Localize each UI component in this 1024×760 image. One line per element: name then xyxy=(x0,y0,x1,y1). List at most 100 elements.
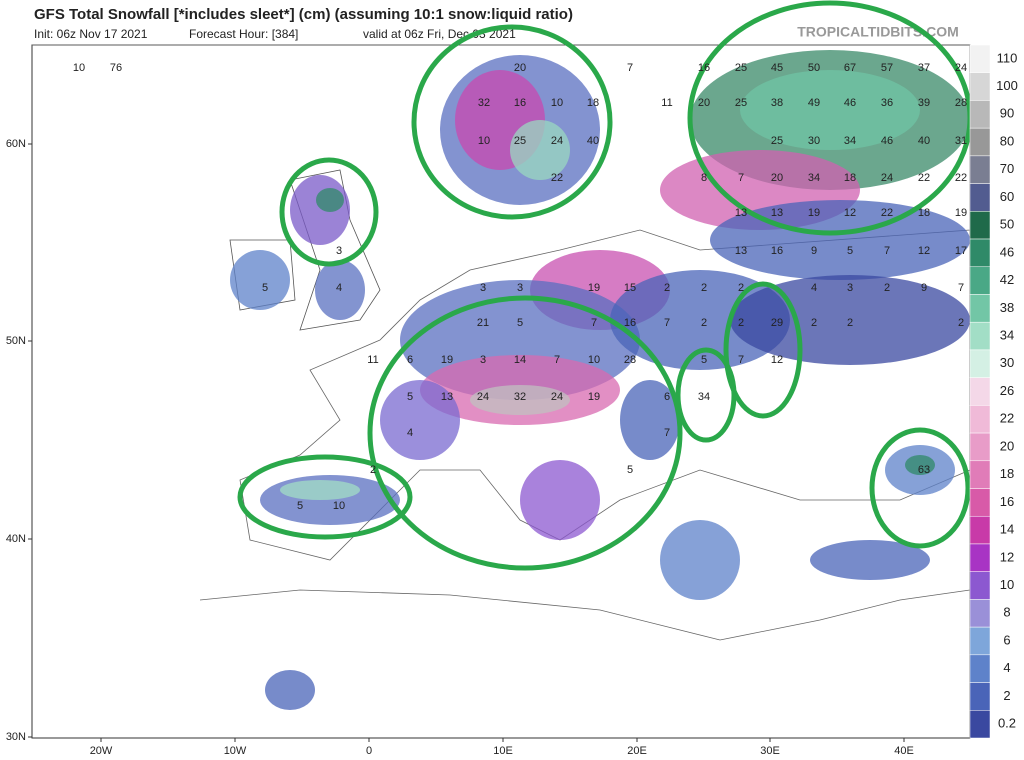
map-value: 3 xyxy=(336,245,342,257)
map-value: 24 xyxy=(955,62,967,74)
map-value: 6 xyxy=(407,354,413,366)
map-value: 8 xyxy=(701,172,707,184)
map-value: 14 xyxy=(514,354,526,366)
map-value: 2 xyxy=(847,317,853,329)
circle xyxy=(279,157,379,267)
colorbar-swatch xyxy=(969,682,991,711)
colorbar-swatch xyxy=(969,183,991,212)
map-value: 9 xyxy=(921,282,927,294)
map-value: 34 xyxy=(698,391,710,403)
map-value: 49 xyxy=(808,97,820,109)
map-value: 4 xyxy=(811,282,817,294)
map-value: 7 xyxy=(738,172,744,184)
map-value: 5 xyxy=(262,282,268,294)
map-value: 38 xyxy=(771,97,783,109)
title: GFS Total Snowfall [*includes sleet*] (c… xyxy=(34,6,573,23)
colorbar-label: 4 xyxy=(1003,660,1010,675)
map-value: 24 xyxy=(551,391,563,403)
lon-label: 20E xyxy=(627,745,647,757)
colorbar-swatch xyxy=(969,599,991,628)
map-value: 16 xyxy=(514,97,526,109)
colorbar-swatch xyxy=(969,211,991,240)
map-value: 10 xyxy=(333,500,345,512)
colorbar-swatch xyxy=(969,266,991,295)
map-value: 16 xyxy=(624,317,636,329)
map-value: 2 xyxy=(701,282,707,294)
map-value: 19 xyxy=(588,391,600,403)
map-value: 16 xyxy=(771,245,783,257)
map-value: 19 xyxy=(808,207,820,219)
colorbar-label: 22 xyxy=(1000,411,1014,426)
map-value: 24 xyxy=(881,172,893,184)
map-value: 4 xyxy=(336,282,342,294)
map-value: 2 xyxy=(738,282,744,294)
colorbar-swatch xyxy=(969,44,991,73)
map-value: 28 xyxy=(955,97,967,109)
colorbar-swatch xyxy=(969,432,991,462)
map-value: 18 xyxy=(918,207,930,219)
map-value: 10 xyxy=(551,97,563,109)
axes: 20W 10W 0 10E 20E 30E 40E 60N 50N 40N 30N xyxy=(6,138,914,757)
snow-area xyxy=(620,380,680,460)
colorbar-swatch xyxy=(969,515,991,545)
map-value: 3 xyxy=(480,354,486,366)
map-value: 19 xyxy=(588,282,600,294)
map-value: 2 xyxy=(738,317,744,329)
map-value: 12 xyxy=(771,354,783,366)
snow-area xyxy=(290,175,350,245)
map-value: 13 xyxy=(735,245,747,257)
map-value: 11 xyxy=(367,354,378,366)
map-value: 19 xyxy=(955,207,967,219)
snow-area xyxy=(660,520,740,600)
map-value: 34 xyxy=(844,135,856,147)
lon-label: 0 xyxy=(366,745,372,757)
colorbar-label: 18 xyxy=(1000,466,1014,481)
map-value: 63 xyxy=(918,464,930,476)
map-value: 13 xyxy=(735,207,747,219)
snow-area xyxy=(740,70,920,150)
colorbar-label: 80 xyxy=(1000,133,1014,148)
colorbar-label: 90 xyxy=(1000,106,1014,121)
map-value: 4 xyxy=(407,427,413,439)
map-value: 30 xyxy=(808,135,820,147)
lat-label: 30N xyxy=(6,731,26,743)
map-value: 10 xyxy=(73,62,85,74)
map-value: 36 xyxy=(881,97,893,109)
annotations xyxy=(237,0,973,571)
map-value: 22 xyxy=(551,172,563,184)
lon-label: 10E xyxy=(493,745,513,757)
map-value: 17 xyxy=(955,245,967,257)
map-value: 10 xyxy=(588,354,600,366)
colorbar-label: 100 xyxy=(996,78,1018,93)
forecast-hour: Forecast Hour: [384] xyxy=(189,27,298,41)
lon-label: 10W xyxy=(224,745,247,757)
init: Init: 06z Nov 17 2021 xyxy=(34,27,148,41)
map-value: 2 xyxy=(884,282,890,294)
map-value: 7 xyxy=(664,427,670,439)
snow-area xyxy=(730,275,970,365)
map-value: 22 xyxy=(918,172,930,184)
map-value: 2 xyxy=(811,317,817,329)
map-value: 18 xyxy=(844,172,856,184)
map-value: 28 xyxy=(624,354,636,366)
colorbar-label: 42 xyxy=(1000,272,1014,287)
map-value: 7 xyxy=(958,282,964,294)
snow-area xyxy=(265,670,315,710)
map-value: 7 xyxy=(591,317,597,329)
map-value: 12 xyxy=(918,245,930,257)
snow-area xyxy=(470,385,570,415)
colorbar-label: 70 xyxy=(1000,161,1014,176)
circle xyxy=(411,24,613,220)
map-value: 39 xyxy=(918,97,930,109)
map-value: 18 xyxy=(587,97,599,109)
lat-label: 60N xyxy=(6,138,26,150)
colorbar-label: 38 xyxy=(1000,300,1014,315)
map-value: 15 xyxy=(624,282,636,294)
colorbar-swatch xyxy=(969,294,991,323)
map-value: 7 xyxy=(884,245,890,257)
colorbar-label: 34 xyxy=(1000,327,1014,342)
map-value: 12 xyxy=(844,207,856,219)
colorbar-label: 14 xyxy=(1000,522,1014,537)
